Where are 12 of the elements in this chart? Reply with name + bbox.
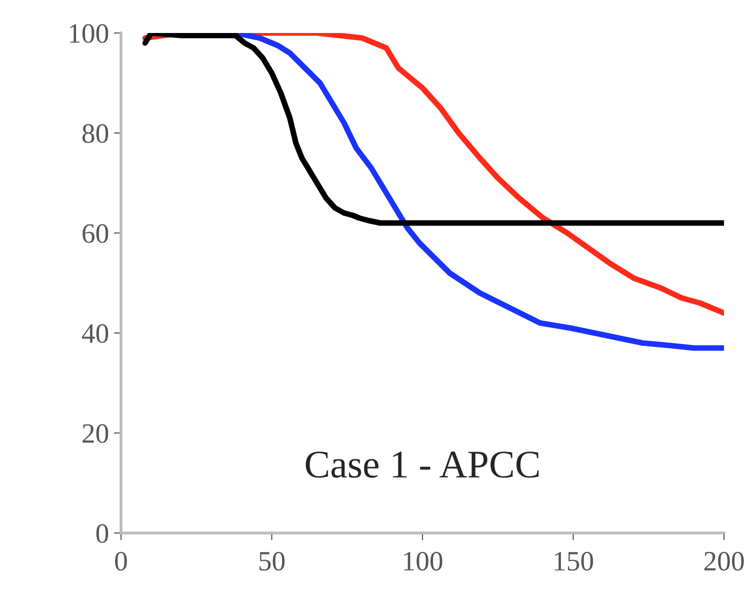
x-tick-label: 50 [259, 552, 285, 571]
y-tick-label: 100 [70, 24, 108, 43]
x-tick-label: 150 [554, 552, 594, 571]
y-tick-label: 80 [82, 124, 108, 143]
y-tick-label: 20 [82, 424, 108, 443]
y-tick-label: 60 [82, 224, 108, 243]
x-tick-label: 0 [115, 552, 127, 571]
y-tick-label: 0 [96, 524, 108, 543]
x-tick-label: 200 [704, 552, 744, 571]
y-tick-label: 40 [82, 324, 108, 343]
x-tick-label: 100 [404, 552, 442, 571]
annotation: Case 1 - APCC [306, 452, 539, 478]
